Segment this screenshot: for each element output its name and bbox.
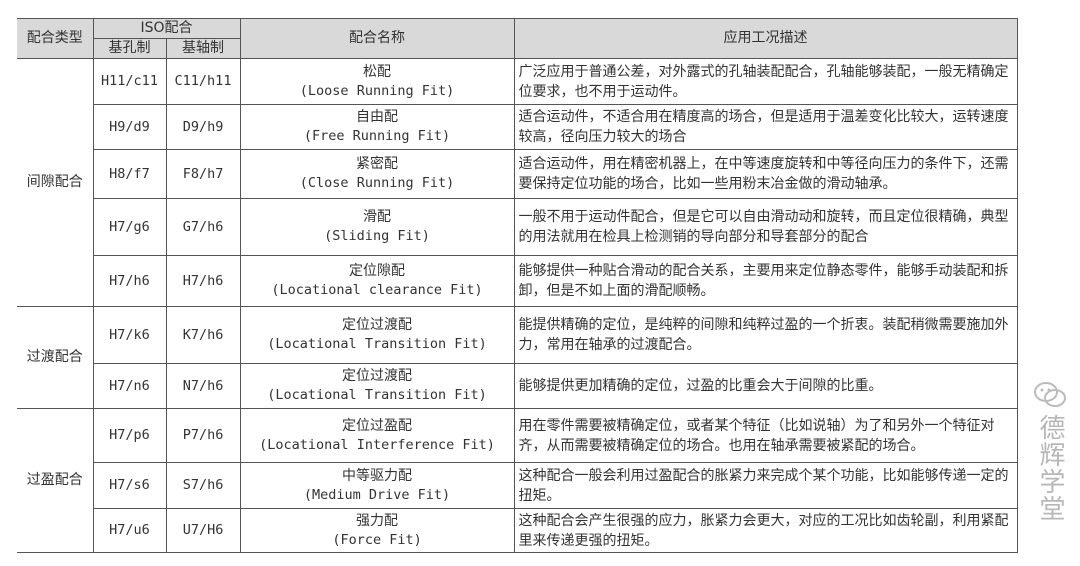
hole-basis-cell: H7/g6: [92, 198, 167, 256]
description-cell: 这种配合会产生很强的应力，胀紧力会更大，对应的工况比如齿轮副，利用紧配里来传递更…: [513, 508, 1018, 553]
fit-name-cell: 定位过盈配 (Locational Interference Fit): [239, 408, 515, 463]
fit-name-cell: 定位隙配 (Locational clearance Fit): [239, 255, 515, 307]
hole-basis-cell: H7/h6: [92, 255, 167, 307]
fit-name-cn: 自由配: [356, 109, 399, 125]
shaft-basis-cell: S7/h6: [165, 462, 241, 509]
hole-basis-cell: H7/u6: [92, 508, 167, 553]
hole-basis-cell: H11/c11: [92, 58, 167, 105]
header-description: 应用工况描述: [513, 18, 1018, 59]
fit-type-cell: 过盈配合: [17, 408, 94, 553]
fit-name-cell: 紧密配 (Close Running Fit): [239, 149, 515, 199]
fit-name-cn: 定位过渡配: [342, 368, 413, 384]
watermark: 德辉学堂: [1030, 380, 1070, 522]
fit-type-cell: 过渡配合: [17, 306, 94, 409]
table-row: 过盈配合 H7/p6 P7/h6 定位过盈配 (Locational Interfere…: [17, 408, 1018, 553]
header-fit-name: 配合名称: [239, 18, 515, 59]
description-cell: 适合运动件，用在精密机器上，在中等速度旋转和中等径向压力的条件下，还需要保持定位…: [513, 149, 1018, 199]
fit-name-cell: 滑配 (Sliding Fit): [239, 198, 515, 256]
description-cell: 用在零件需要被精确定位，或者某个特征（比如说轴）为了和另外一个特征对齐，从而需要…: [513, 408, 1018, 463]
fit-name-en: (Locational Transition Fit): [267, 387, 487, 403]
hole-basis-cell: H7/p6: [92, 408, 167, 463]
description-cell: 这种配合一般会利用过盈配合的胀紧力来完成个某个功能，比如能够传递一定的扭矩。: [513, 462, 1018, 509]
shaft-basis-cell: H7/h6: [165, 255, 241, 307]
header-hole-basis: 基孔制: [92, 38, 167, 59]
table-row: H7/h6 H7/h6 定位隙配 (Locational clearance Fit)…: [17, 255, 1018, 307]
table-row: H7/u6 U7/H6 强力配 (Force Fit) 这种配合会产生很强的应力，胀紧力…: [17, 508, 1018, 553]
shaft-basis-cell: G7/h6: [165, 198, 241, 256]
hole-basis-cell: H7/n6: [92, 363, 167, 409]
fit-name-cn: 强力配: [356, 512, 399, 529]
fit-name-cn: 中等驱力配: [342, 467, 413, 484]
wechat-icon: [1034, 382, 1066, 407]
table-row: 间隙配合 H11/c11 C11/h11 松配 (Loose Running Fit) 广…: [17, 58, 1018, 307]
table-row: H8/f7 F8/h7 紧密配 (Close Running Fit) 适合运动件，用在…: [17, 149, 1018, 199]
fit-name-cell: 定位过渡配 (Locational Transition Fit): [239, 363, 515, 409]
fit-name-en: (Free Running Fit): [303, 128, 451, 144]
fit-name-cn: 紧密配: [356, 156, 399, 172]
table-row: H7/g6 G7/h6 滑配 (Sliding Fit) 一般不用于运动件配合，但是它可…: [17, 198, 1018, 256]
fit-name-cell: 松配 (Loose Running Fit): [239, 58, 515, 105]
header-iso: ISO配合: [92, 18, 241, 39]
hole-basis-cell: H7/s6: [92, 462, 167, 509]
fit-name-cell: 中等驱力配 (Medium Drive Fit): [239, 462, 515, 509]
shaft-basis-cell: K7/h6: [165, 306, 241, 364]
shaft-basis-cell: P7/h6: [165, 408, 241, 463]
shaft-basis-cell: U7/H6: [165, 508, 241, 553]
description-cell: 一般不用于运动件配合，但是它可以自由滑动动和旋转，而且定位很精确，典型的用法就用…: [513, 198, 1018, 256]
table-row: H7/s6 S7/h6 中等驱力配 (Medium Drive Fit) 这种配合一般会…: [17, 462, 1018, 509]
header-fit-type: 配合类型: [17, 18, 94, 59]
fit-name-en: (Loose Running Fit): [299, 82, 455, 99]
fit-name-en: (Locational Interference Fit): [259, 436, 495, 453]
table-row: H9/d9 D9/h9 自由配 (Free Running Fit) 适合运动件，不适合…: [17, 104, 1018, 150]
fit-name-cell: 定位过渡配 (Locational Transition Fit): [239, 306, 515, 364]
fit-name-en: (Sliding Fit): [324, 228, 430, 244]
hole-basis-cell: H9/d9: [92, 104, 167, 150]
fit-name-en: (Force Fit): [332, 531, 422, 548]
fit-name-cn: 松配: [363, 63, 392, 80]
fit-table: 配合类型 ISO配合 配合名称 应用工况描述 基孔制 基轴制 间隙配合 H11/c…: [17, 18, 1018, 553]
description-cell: 能提供精确的定位，是纯粹的间隙和纯粹过盈的一个折衷。装配稍微需要施加外力，常用在…: [513, 306, 1018, 364]
fit-name-cn: 定位隙配: [349, 263, 406, 279]
fit-name-en: (Locational clearance Fit): [271, 282, 483, 298]
fit-name-cn: 定位过渡配: [342, 317, 413, 333]
description-cell: 能够提供一种贴合滑动的配合关系，主要用来定位静态零件，能够手动装配和拆卸，但是不…: [513, 255, 1018, 307]
hole-basis-cell: H7/k6: [92, 306, 167, 364]
description-cell: 适合运动件，不适合用在精度高的场合，但是适用于温差变化比较大，运转速度较高，径向…: [513, 104, 1018, 150]
table-row: H7/n6 N7/h6 定位过渡配 (Locational Transition Fi…: [17, 363, 1018, 409]
shaft-basis-cell: C11/h11: [165, 58, 241, 105]
shaft-basis-cell: D9/h9: [165, 104, 241, 150]
hole-basis-cell: H8/f7: [92, 149, 167, 199]
description-cell: 能够提供更加精确的定位，过盈的比重会大于间隙的比重。: [513, 363, 1018, 409]
description-cell: 广泛应用于普通公差，对外露式的孔轴装配配合，孔轴能够装配，一般无精确定位要求，也…: [513, 58, 1018, 105]
fit-name-cn: 定位过盈配: [342, 417, 413, 434]
fit-name-en: (Close Running Fit): [299, 175, 455, 191]
fit-name-cn: 滑配: [363, 209, 392, 225]
header-shaft-basis: 基轴制: [165, 38, 241, 59]
shaft-basis-cell: F8/h7: [165, 149, 241, 199]
fit-name-en: (Locational Transition Fit): [267, 336, 487, 352]
shaft-basis-cell: N7/h6: [165, 363, 241, 409]
fit-name-cell: 自由配 (Free Running Fit): [239, 104, 515, 150]
table-row: 过渡配合 H7/k6 K7/h6 定位过渡配 (Locational Transitio…: [17, 306, 1018, 409]
fit-type-cell: 间隙配合: [17, 58, 94, 307]
fit-name-cell: 强力配 (Force Fit): [239, 508, 515, 553]
fit-name-en: (Medium Drive Fit): [303, 486, 451, 503]
watermark-text: 德辉学堂: [1035, 414, 1065, 522]
